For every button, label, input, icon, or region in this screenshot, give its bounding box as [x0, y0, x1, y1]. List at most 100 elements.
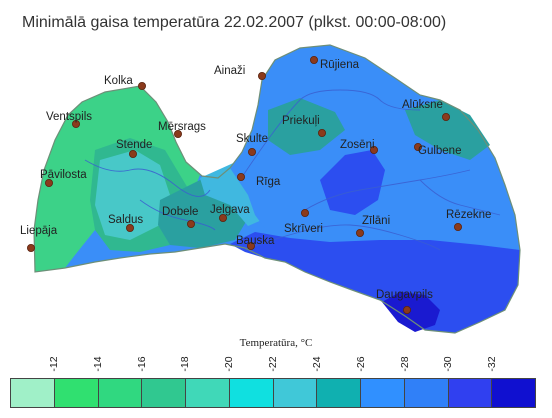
zone-dark-blue-southeast: [230, 232, 520, 333]
city-marker-icon: [317, 128, 326, 137]
city-marker-icon: [173, 129, 182, 138]
legend-tick-label: -16: [135, 356, 148, 372]
city-label: Jelgava: [210, 204, 250, 216]
country-outline: [33, 44, 521, 334]
city-marker-icon: [218, 213, 227, 222]
city-saldus: Saldus: [108, 214, 143, 232]
city-marker-icon: [413, 142, 422, 151]
legend-tick-label: -28: [398, 356, 411, 372]
legend-swatch: [492, 379, 535, 407]
city-marker-icon: [355, 228, 364, 237]
legend-swatch: [229, 379, 274, 407]
city-label: Daugavpils: [376, 289, 433, 301]
city-label: Stende: [116, 139, 152, 151]
legend-swatch: [448, 379, 493, 407]
zone-teal-aluksne: [405, 100, 490, 160]
city-aluksne: Alūksne: [402, 99, 450, 122]
city-label: Zosēni: [340, 139, 375, 151]
city-marker-icon: [369, 145, 378, 154]
city-marker-icon: [257, 72, 266, 81]
city-label: Pāvilosta: [40, 169, 87, 181]
legend-colorbar: [10, 378, 536, 408]
zone-teal-priekuli: [268, 98, 345, 155]
zone-light-teal: [95, 150, 170, 240]
legend-tick-label: -30: [442, 356, 455, 372]
city-marker-icon: [309, 56, 318, 65]
city-label: Skulte: [236, 133, 268, 145]
city-marker-icon: [186, 219, 195, 228]
city-marker-icon: [128, 149, 137, 158]
city-pavilosta: Pāvilosta: [40, 169, 87, 187]
legend-swatch: [98, 379, 143, 407]
city-label: Zīlāni: [362, 215, 390, 227]
city-label: Skrīveri: [284, 223, 323, 235]
city-ventspils: Ventspils: [46, 111, 92, 129]
city-marker-icon: [236, 172, 245, 181]
city-marker-icon: [402, 305, 411, 314]
city-kolka: Kolka: [104, 75, 146, 91]
city-rujiena: Rūjiena: [309, 56, 360, 71]
city-label: Rīga: [256, 176, 281, 188]
city-label: Rūjiena: [320, 59, 360, 71]
city-marker-icon: [137, 82, 146, 91]
city-label: Bauska: [236, 235, 275, 247]
city-label: Gulbene: [418, 145, 461, 157]
legend-swatch: [11, 379, 55, 407]
rivers: [84, 89, 501, 251]
legend-tick-label: -22: [267, 356, 279, 372]
city-marker-icon: [247, 147, 256, 156]
city-label: Liepāja: [20, 225, 58, 237]
city-riga: Rīga: [236, 172, 281, 188]
city-dobele: Dobele: [162, 206, 198, 228]
cities-layer: Kolka Ainaži Rūjiena Ventspils Mērsrags Alūks…: [20, 56, 491, 314]
legend-tick-label: -32: [486, 356, 499, 372]
legend-swatch: [361, 379, 405, 407]
city-label: Saldus: [108, 214, 143, 226]
city-label: Alūksne: [402, 99, 443, 111]
legend-tick-label: -20: [223, 356, 236, 372]
city-label: Rēzekne: [446, 209, 491, 221]
legend-swatch: [273, 379, 318, 407]
city-label: Ventspils: [46, 111, 92, 123]
city-marker-icon: [300, 208, 309, 217]
city-label: Kolka: [104, 75, 133, 87]
city-mersrags: Mērsrags: [158, 121, 206, 138]
map-title: Minimālā gaisa temperatūra 22.02.2007 (p…: [22, 14, 447, 31]
city-zoseni: Zosēni: [340, 139, 378, 154]
city-marker-icon: [453, 222, 462, 231]
city-label: Dobele: [162, 206, 198, 218]
city-label: Ainaži: [214, 65, 245, 77]
legend-swatch: [317, 379, 361, 407]
legend-title: Temperatūra, °C: [239, 337, 313, 349]
city-bauska: Bauska: [236, 235, 275, 250]
city-stende: Stende: [116, 139, 152, 158]
city-liepaja: Liepāja: [20, 225, 58, 252]
city-marker-icon: [126, 223, 135, 232]
city-marker-icon: [246, 241, 255, 250]
city-skriveri: Skrīveri: [284, 208, 323, 235]
legend-tick-label: -24: [310, 356, 323, 372]
city-marker-icon: [72, 120, 81, 129]
city-daugavpils: Daugavpils: [376, 289, 433, 314]
zone-deep-blue-daugavpils: [382, 292, 440, 332]
zone-dark-blue-central: [320, 150, 385, 215]
city-marker-icon: [45, 178, 54, 187]
city-ainazi: Ainaži: [214, 65, 266, 81]
legend-tick-label: -26: [354, 356, 367, 372]
city-label: Mērsrags: [158, 121, 206, 133]
city-label: Priekuļi: [282, 115, 320, 127]
legend-tick-label: -18: [179, 356, 192, 372]
legend-tick-label: -14: [91, 356, 104, 372]
legend-swatch: [54, 379, 99, 407]
legend-tick-label: -12: [47, 356, 60, 372]
city-skulte: Skulte: [236, 133, 268, 156]
city-rezekne: Rēzekne: [446, 209, 491, 231]
legend-swatch: [142, 379, 186, 407]
legend-swatch: [404, 379, 449, 407]
city-marker-icon: [441, 113, 450, 122]
legend-ticks: -12 -14 -16 -18 -20 -22 -24 -26 -28 -30 -32: [0, 350, 552, 376]
city-marker-icon: [26, 243, 35, 252]
city-priekuli: Priekuļi: [282, 115, 326, 137]
